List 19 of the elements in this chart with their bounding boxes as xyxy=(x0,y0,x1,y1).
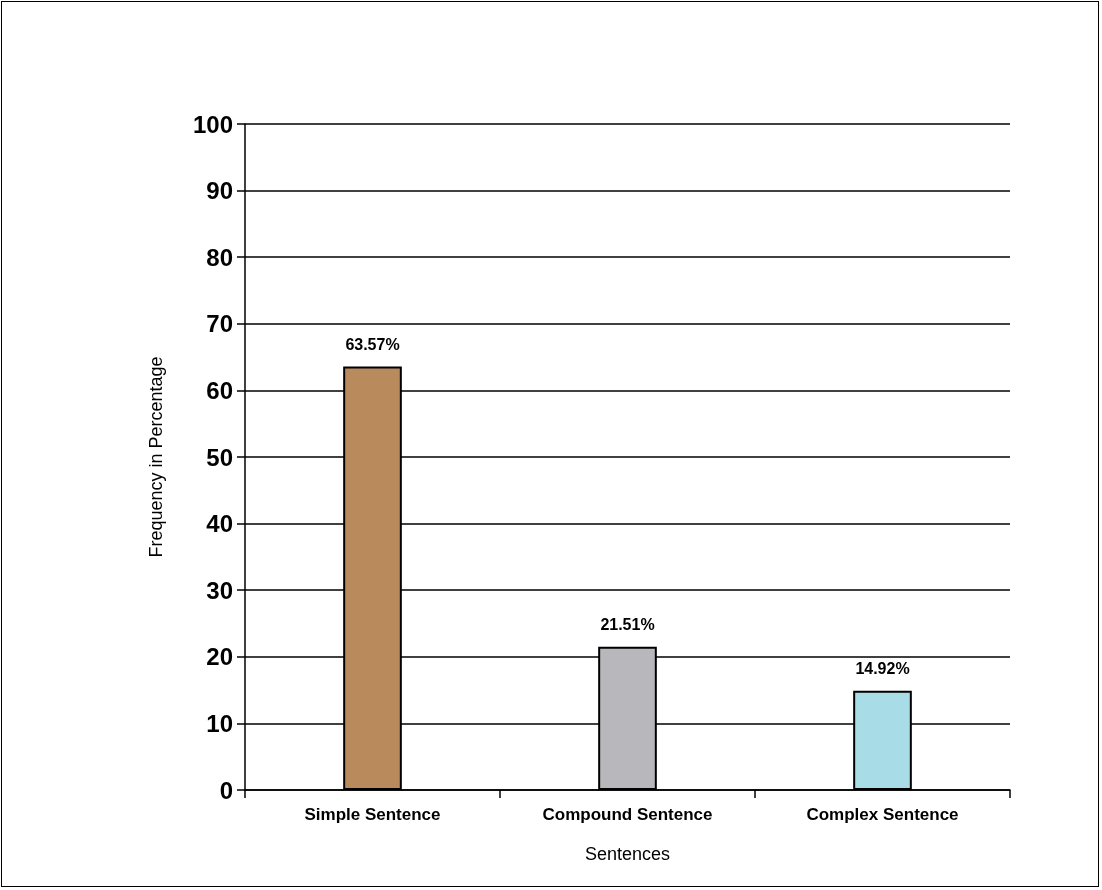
data-label: 14.92% xyxy=(855,660,910,678)
x-tick-label: Simple Sentence xyxy=(304,805,441,824)
y-tick-label: 40 xyxy=(206,510,233,538)
x-tick-label: Complex Sentence xyxy=(806,805,959,824)
y-tick-label: 80 xyxy=(206,243,233,271)
y-tick-label: 30 xyxy=(206,576,233,604)
y-tick-label: 90 xyxy=(206,177,233,205)
y-tick-label: 0 xyxy=(219,776,233,804)
data-label: 63.57% xyxy=(345,336,400,354)
y-tick-label: 100 xyxy=(192,110,233,138)
x-tick-label: Compound Sentence xyxy=(542,805,713,824)
y-tick-label: 20 xyxy=(206,643,233,671)
x-axis-title: Sentences xyxy=(584,844,671,864)
y-axis-title: Frequency in Percentage xyxy=(146,356,166,558)
y-tick-label: 10 xyxy=(206,709,233,737)
data-label: 21.51% xyxy=(600,616,655,634)
y-tick-label: 60 xyxy=(206,376,233,404)
y-tick-label: 70 xyxy=(206,310,233,338)
y-tick-label: 50 xyxy=(206,443,233,471)
